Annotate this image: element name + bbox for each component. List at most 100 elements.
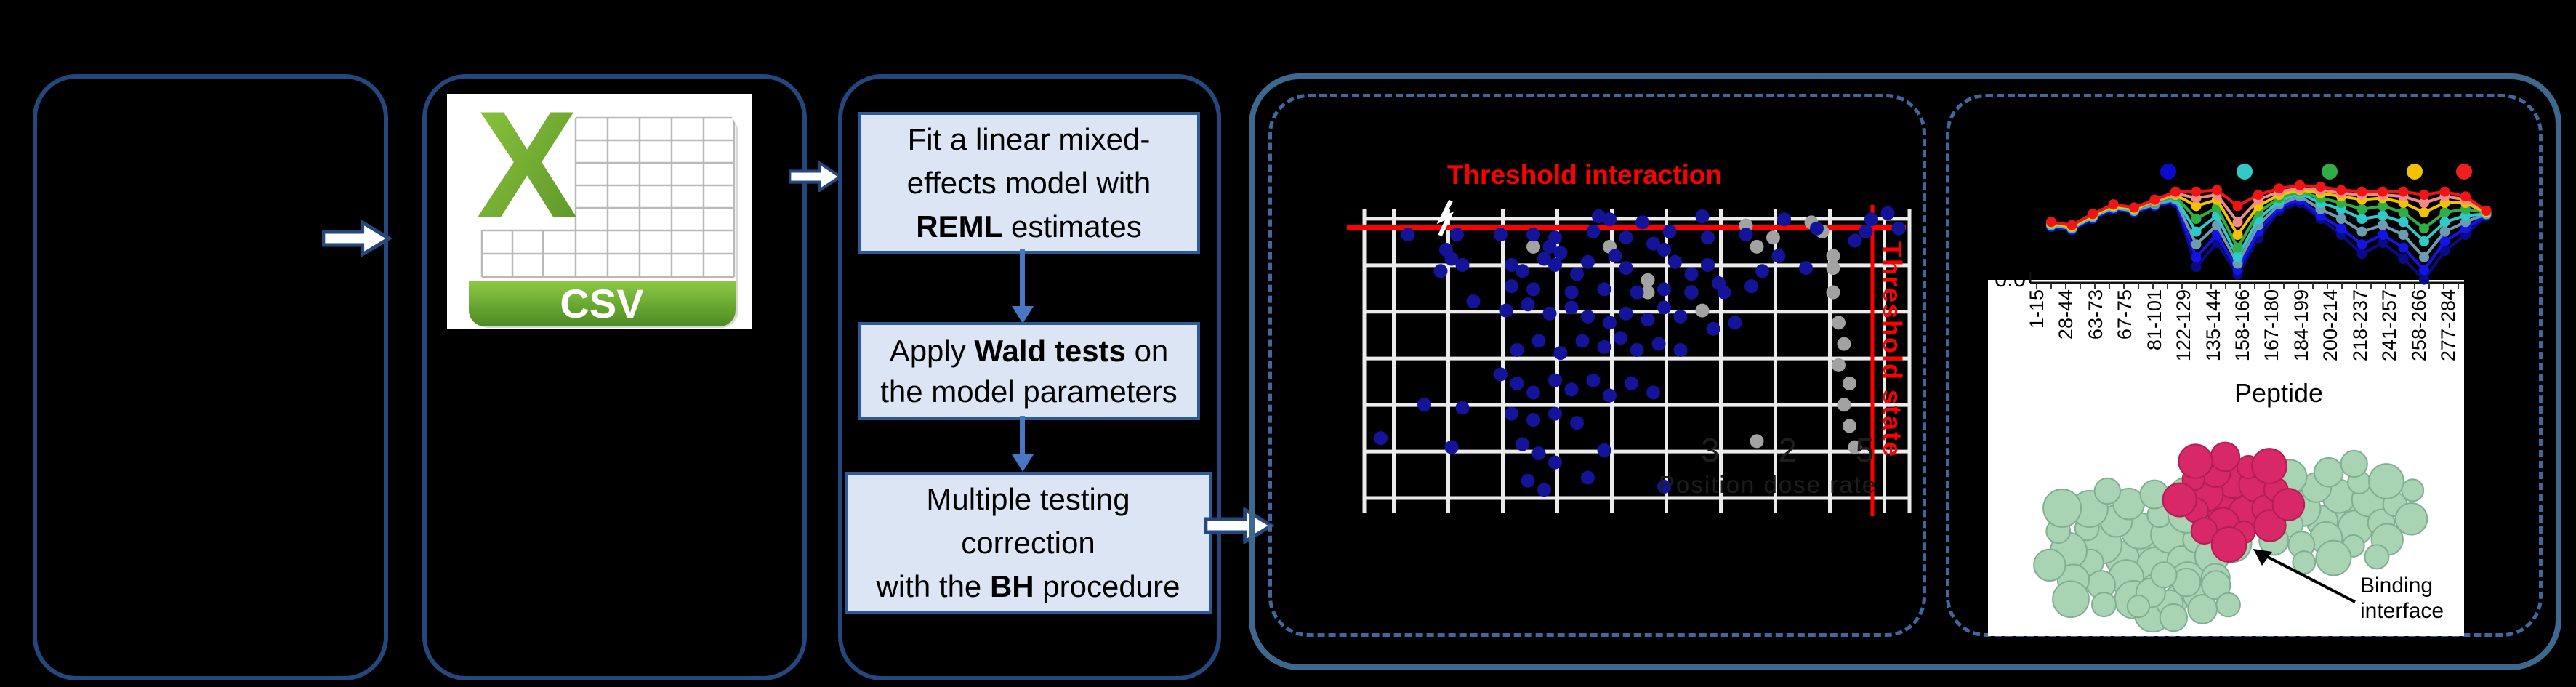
series-marker-red xyxy=(2398,186,2409,197)
scatter-dot-blue xyxy=(1401,228,1415,242)
peptide-label: 135-144 xyxy=(2202,289,2224,362)
series-marker-red xyxy=(2460,191,2471,202)
scatter-dot-blue xyxy=(1777,212,1791,227)
scatter-dot-blue xyxy=(1466,294,1481,309)
series-marker-green xyxy=(2191,214,2202,224)
scatter-dot-blue xyxy=(1864,212,1878,227)
series-marker-red xyxy=(2439,186,2450,197)
protein-green-lobe xyxy=(2401,478,2425,502)
scatter-dot-gray xyxy=(1832,316,1846,330)
series-marker-red xyxy=(2295,180,2305,190)
series-marker-cyan xyxy=(2191,226,2202,237)
step-fit-model-line1: Fit a linear mixed- xyxy=(907,121,1151,156)
protein-structure-image xyxy=(2033,441,2428,633)
series-marker-navy xyxy=(2439,246,2450,256)
threshold-state-label: Threshold state xyxy=(1877,241,1907,459)
scatter-dot-blue xyxy=(1494,367,1508,382)
scatter-dot-gray xyxy=(1837,398,1851,412)
scatter-dot-blue xyxy=(1537,483,1551,497)
series-marker-red xyxy=(2046,217,2056,228)
protein-green-lobe xyxy=(2033,548,2066,582)
scatter-dot-blue xyxy=(1619,306,1633,321)
series-marker-red xyxy=(2356,186,2367,197)
scatter-dot-blue xyxy=(1586,224,1601,238)
scatter-dot-blue xyxy=(1417,398,1431,412)
scatter-dot-blue xyxy=(1553,346,1568,361)
scatter-dot-blue xyxy=(1848,233,1862,248)
scatter-dot-gray xyxy=(1766,230,1780,245)
series-marker-salmon xyxy=(2232,217,2243,228)
protein-green-lobe xyxy=(2090,592,2117,618)
flow-arrow-3-icon xyxy=(1204,507,1274,544)
protein-green-lobe xyxy=(2159,603,2189,632)
scatter-dot-blue xyxy=(1526,385,1540,400)
series-marker-steel xyxy=(2356,226,2367,237)
connector-1-arrowhead-icon xyxy=(1012,306,1034,324)
peptide-label: 277-284 xyxy=(2437,289,2460,362)
series-marker-green xyxy=(2378,201,2388,212)
scatter-dot-blue xyxy=(1608,249,1622,263)
step-bh-correction: Multiple testing correction with the BH … xyxy=(845,472,1212,614)
series-marker-red xyxy=(2419,190,2429,200)
scatter-dot-blue xyxy=(1603,388,1617,403)
series-marker-red xyxy=(2170,186,2181,197)
csv-x-letter: X xyxy=(476,94,578,250)
csv-label: CSV xyxy=(560,281,643,326)
scatter-dot-blue xyxy=(1630,285,1644,300)
series-marker-steel xyxy=(2398,230,2409,240)
series-marker-blue xyxy=(2439,236,2450,246)
scatter-dot-blue xyxy=(1630,342,1644,357)
scatter-dot-blue xyxy=(1706,321,1720,336)
protein-pink-peptide xyxy=(2271,488,2306,521)
series-marker-cyan xyxy=(2419,236,2429,246)
protein-pink-peptide xyxy=(2251,448,2287,484)
step-fit-model: Fit a linear mixed- effects model with R… xyxy=(858,112,1200,254)
scatter-dot-blue xyxy=(1505,279,1518,294)
scatter-dot-blue xyxy=(1570,416,1584,430)
scatter-dot-gray xyxy=(1641,273,1655,287)
peptide-label: 200-214 xyxy=(2319,289,2342,362)
connector-2-arrowhead-icon xyxy=(1012,454,1034,472)
scatter-dot-blue xyxy=(1619,261,1633,276)
series-marker-green xyxy=(2439,207,2450,218)
series-marker-navy xyxy=(2419,274,2429,285)
step-bh-line1: Multiple testing xyxy=(926,481,1130,516)
series-marker-steel xyxy=(2419,252,2429,262)
scatter-dot-blue xyxy=(1531,334,1546,348)
scatter-dot-blue xyxy=(1657,243,1671,257)
scatter-title: Threshold interaction xyxy=(1446,160,1723,190)
results-container xyxy=(1249,73,2561,670)
series-marker-red xyxy=(2066,220,2077,230)
series-marker-steel xyxy=(2191,239,2202,250)
series-marker-blue xyxy=(2356,239,2367,250)
protein-green-lobe xyxy=(2364,544,2390,570)
series-marker-navy xyxy=(2378,238,2388,248)
peptide-label: 67-75 xyxy=(2114,289,2136,340)
scatter-dot-blue xyxy=(1646,385,1660,400)
peptide-label: 28-44 xyxy=(2055,289,2077,340)
peptide-label: 63-73 xyxy=(2084,289,2106,340)
series-marker-blue xyxy=(2419,265,2429,276)
series-marker-blue xyxy=(2336,223,2346,234)
binding-interface-label: Binding interface xyxy=(2360,574,2444,623)
scatter-dot-blue xyxy=(1673,342,1688,357)
scatter-dot-gray xyxy=(1832,358,1846,372)
scatter-dot-blue xyxy=(1684,285,1699,300)
scatter-dot-blue xyxy=(1505,257,1518,272)
peptide-label: 184-199 xyxy=(2290,289,2312,362)
scatter-dot-blue xyxy=(1548,455,1562,470)
scatter-dot-gray xyxy=(1826,285,1840,300)
series-marker-navy xyxy=(2356,249,2367,260)
threshold-scatter-plot xyxy=(1347,199,1912,516)
series-marker-blue xyxy=(2398,242,2409,253)
series-marker-green xyxy=(2398,207,2409,218)
scatter-dot-blue xyxy=(1701,230,1715,245)
scatter-dot-blue xyxy=(1433,264,1448,278)
flow-arrow-2-icon xyxy=(789,161,842,192)
scatter-dot-blue xyxy=(1510,376,1524,390)
legend-dot xyxy=(2160,164,2176,180)
protein-green-lobe xyxy=(2340,449,2368,478)
series-marker-red xyxy=(2191,186,2202,197)
scatter-dot-blue xyxy=(1744,279,1758,294)
series-marker-green xyxy=(2356,204,2367,214)
